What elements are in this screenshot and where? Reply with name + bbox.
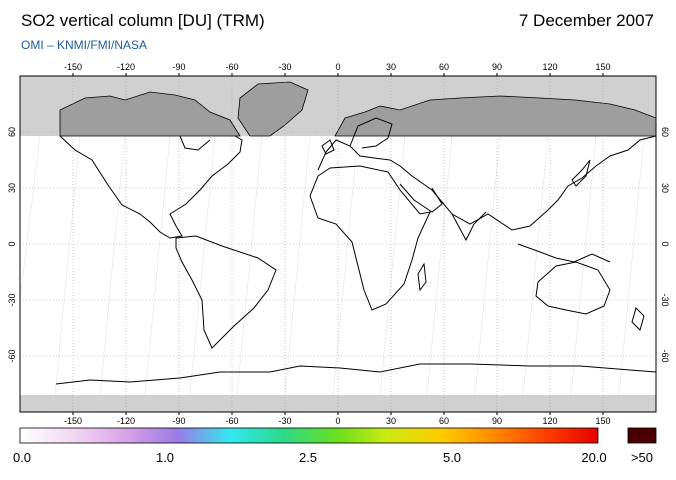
lon-tick-label-top: 90 bbox=[492, 62, 502, 72]
lon-tick-label-top: -60 bbox=[225, 62, 238, 72]
colorbar-label-4: 20.0 bbox=[581, 450, 607, 465]
greenland-no-data bbox=[237, 81, 309, 137]
lon-tick-label-bottom: -90 bbox=[172, 416, 185, 426]
lon-tick-label-top: 150 bbox=[595, 62, 610, 72]
lat-tick-label-left: 30 bbox=[7, 183, 17, 193]
eurasia-no-data bbox=[334, 95, 656, 137]
lon-tick-label-bottom: 90 bbox=[492, 416, 502, 426]
scandinavia-coast bbox=[349, 117, 393, 149]
colorbar bbox=[19, 427, 599, 444]
lon-tick-label-bottom: -120 bbox=[117, 416, 135, 426]
lon-tick-label-bottom: -30 bbox=[278, 416, 291, 426]
colorbar-label-2: 2.5 bbox=[298, 450, 318, 465]
colorbar-overflow-label: >50 bbox=[630, 450, 654, 465]
orbit-swath-lines bbox=[20, 135, 645, 396]
japan-coast bbox=[571, 159, 591, 187]
lat-tick-label-left: -30 bbox=[7, 293, 17, 306]
data-source: OMI – KNMI/FMI/NASA bbox=[21, 38, 148, 52]
madagascar-coast bbox=[417, 262, 427, 292]
africa-coast bbox=[309, 165, 431, 311]
arabia-coast bbox=[399, 183, 443, 213]
lat-tick-label-right: 0 bbox=[660, 241, 670, 246]
lat-tick-label-left: 60 bbox=[7, 127, 17, 137]
lat-tick-label-right: 60 bbox=[660, 127, 670, 137]
maritime-se-asia-coast bbox=[517, 243, 611, 263]
latitude-ticks-right: 60 30 0 -30 -60 bbox=[660, 127, 670, 363]
lon-tick-label-bottom: -150 bbox=[64, 416, 82, 426]
lat-tick-label-left: -60 bbox=[7, 349, 17, 362]
lon-tick-label-bottom: -60 bbox=[225, 416, 238, 426]
map-title: SO2 vertical column [DU] (TRM) bbox=[21, 11, 265, 30]
new-zealand-coast bbox=[631, 307, 645, 331]
lon-tick-label-top: 60 bbox=[439, 62, 449, 72]
hudson-bay-coast bbox=[179, 135, 211, 151]
lon-tick-label-top: -120 bbox=[117, 62, 135, 72]
asia-coast bbox=[399, 135, 656, 231]
antarctica-coast bbox=[55, 363, 656, 385]
lon-tick-label-top: -150 bbox=[64, 62, 82, 72]
lat-tick-label-left: 0 bbox=[7, 241, 17, 246]
lon-tick-label-top: 0 bbox=[335, 62, 340, 72]
lon-tick-label-bottom: 30 bbox=[386, 416, 396, 426]
coastlines bbox=[55, 117, 656, 385]
colorbar-label-3: 5.0 bbox=[442, 450, 462, 465]
latitude-ticks-left: 60 30 0 -30 -60 bbox=[7, 127, 17, 363]
colorbar-label-0: 0.0 bbox=[12, 450, 32, 465]
lon-tick-label-bottom: 0 bbox=[335, 416, 340, 426]
longitude-ticks-top: -150 -120 -90 -60 -30 0 30 60 90 120 150 bbox=[64, 62, 611, 76]
lat-tick-label-right: -30 bbox=[660, 293, 670, 306]
alaska-canada-no-data bbox=[59, 91, 241, 137]
map-date: 7 December 2007 bbox=[518, 11, 654, 30]
grid-lines bbox=[20, 76, 656, 412]
lat-tick-label-right: 30 bbox=[660, 183, 670, 193]
lon-tick-label-top: 120 bbox=[542, 62, 557, 72]
colorbar-overflow-swatch bbox=[627, 427, 657, 444]
north-america-coast bbox=[59, 135, 243, 239]
lon-tick-label-bottom: 60 bbox=[439, 416, 449, 426]
colorbar-label-1: 1.0 bbox=[155, 450, 175, 465]
australia-coast bbox=[535, 261, 611, 315]
lon-tick-label-top: -90 bbox=[172, 62, 185, 72]
north-land-masses bbox=[59, 81, 656, 137]
uk-coast bbox=[321, 139, 335, 155]
lon-tick-label-top: 30 bbox=[386, 62, 396, 72]
south-america-coast bbox=[175, 235, 277, 349]
india-coast bbox=[451, 211, 487, 242]
lon-tick-label-bottom: 120 bbox=[542, 416, 557, 426]
lat-tick-label-right: -60 bbox=[660, 349, 670, 362]
lon-tick-label-top: -30 bbox=[278, 62, 291, 72]
lon-tick-label-bottom: 150 bbox=[595, 416, 610, 426]
europe-coast bbox=[317, 139, 401, 171]
longitude-ticks-bottom: -150 -120 -90 -60 -30 0 30 60 90 120 150 bbox=[64, 412, 611, 426]
